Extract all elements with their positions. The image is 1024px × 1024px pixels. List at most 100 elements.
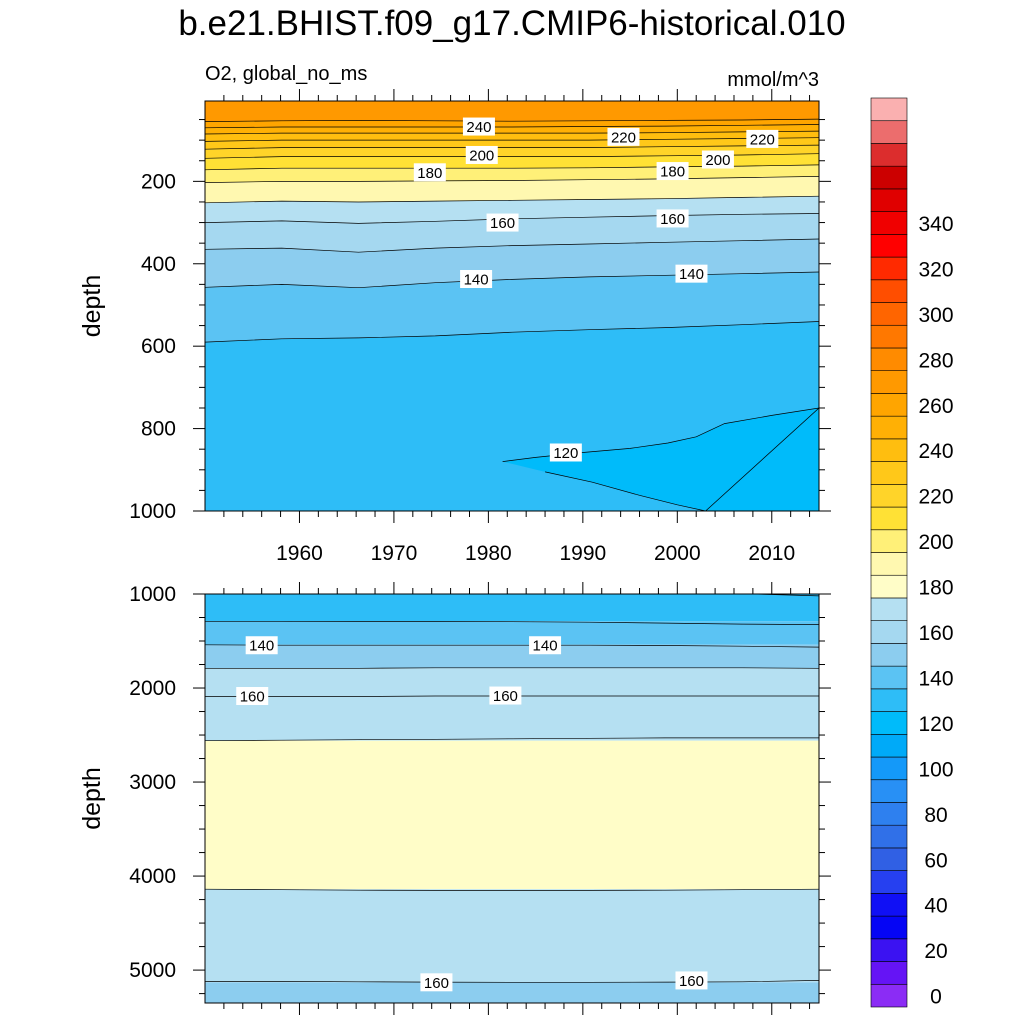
- fill-band: [205, 131, 819, 142]
- contour-label-text: 160: [679, 973, 704, 990]
- plot-area: 140 140 160 160 160 160: [205, 594, 819, 1003]
- contour-line: [205, 321, 819, 343]
- fill-band: [205, 124, 819, 134]
- y-axis-label: depth: [78, 275, 106, 338]
- chart-panel-upper: 240 220 220 200 200 180 180 160 160 140 140 120 1960…: [78, 63, 831, 565]
- contour-label: 140: [529, 636, 562, 655]
- colorbar-box: [870, 574, 908, 599]
- fill-band: [205, 176, 819, 203]
- page-title: b.e21.BHIST.f09_g17.CMIP6-historical.010: [178, 4, 846, 43]
- contour-label: 140: [245, 636, 278, 655]
- colorbar-label: 280: [918, 349, 953, 372]
- colorbar-label: 300: [918, 304, 953, 327]
- fill-band-120: [502, 408, 819, 511]
- x-tick-label: 2000: [654, 542, 701, 565]
- colorbar-box: [870, 165, 908, 190]
- colorbar-label: 20: [924, 940, 947, 963]
- colorbar-label: 320: [918, 258, 953, 281]
- colorbar-box: [870, 529, 908, 553]
- colorbar-box: [870, 484, 908, 508]
- contour-label-text: 220: [750, 131, 775, 148]
- colorbar-box: [870, 324, 908, 349]
- y-tick-label: 600: [141, 335, 176, 358]
- colorbar-box: [870, 756, 908, 781]
- contour-line: [205, 667, 819, 669]
- x-tick-label: 1970: [371, 542, 418, 565]
- colorbar-box: [870, 779, 908, 803]
- x-tick-label: 2010: [748, 542, 795, 565]
- colorbar-box: [870, 847, 908, 871]
- contour-label-text: 200: [469, 147, 494, 164]
- contour-label: 200: [701, 150, 734, 169]
- fill-band: [205, 145, 819, 159]
- y-tick-label: 5000: [129, 959, 176, 982]
- contour-label: 160: [420, 973, 453, 992]
- colorbar-label: 240: [918, 440, 953, 463]
- contour-label-text: 140: [249, 638, 274, 655]
- contour-line: [205, 888, 819, 891]
- contour-label: 160: [486, 213, 519, 232]
- contour-label: 160: [656, 209, 689, 228]
- fill-band: [205, 137, 819, 150]
- contour-line: [205, 144, 819, 150]
- contour-label-text: 160: [493, 688, 518, 705]
- colorbar: 0 20 40 60 80 100 120 140 160 180 200 220 240 260 280 3…: [870, 97, 954, 1009]
- contour-line: [205, 271, 819, 289]
- colorbar-box: [870, 733, 908, 758]
- colorbar-box: [870, 938, 908, 962]
- contour-label: 160: [236, 687, 269, 706]
- colorbar-box: [870, 438, 908, 462]
- chart-panel-lower: 140 140 160 160 160 160 1000 2000 3000 4000 5000 de…: [78, 582, 831, 1015]
- colorbar-box: [870, 552, 908, 576]
- colorbar-box: [870, 461, 908, 485]
- contour-label: 160: [489, 686, 522, 705]
- plot-area: 240 220 220 200 200 180 180 160 160 140 140 120: [205, 101, 819, 511]
- y-axis-label: depth: [78, 767, 106, 830]
- contour-label-text: 140: [533, 638, 558, 655]
- colorbar-label: 0: [930, 986, 942, 1009]
- contour-label: 220: [607, 127, 640, 146]
- contour-label: 140: [460, 270, 493, 289]
- y-tick-label: 3000: [129, 771, 176, 794]
- contour-label-text: 180: [417, 165, 442, 182]
- fill-band: [205, 644, 819, 669]
- colorbar-box: [870, 120, 908, 144]
- contour-label-text: 120: [553, 445, 578, 462]
- contour-line: [205, 137, 819, 142]
- contour-label-text: 160: [240, 689, 265, 706]
- fill-band: [205, 594, 819, 622]
- colorbar-box: [870, 279, 908, 303]
- colorbar-box: [870, 415, 908, 440]
- y-tick-label: 2000: [129, 677, 176, 700]
- colorbar-box: [870, 370, 908, 394]
- contour-line: [205, 737, 819, 742]
- contour-label-text: 160: [490, 215, 515, 232]
- contour-label-text: 160: [424, 975, 449, 992]
- colorbar-box: [870, 824, 908, 849]
- contour-label: 180: [413, 163, 446, 182]
- variable-label: O2, global_no_ms: [205, 63, 367, 85]
- colorbar-box: [870, 983, 908, 1008]
- contour-line: [205, 130, 819, 135]
- colorbar-label: 100: [918, 758, 953, 781]
- colorbar-label: 60: [924, 849, 947, 872]
- contour-label-text: 140: [679, 266, 704, 283]
- colorbar-box: [870, 961, 908, 985]
- colorbar-label: 260: [918, 395, 953, 418]
- fill-band: [205, 982, 819, 1003]
- fill-band: [205, 239, 819, 288]
- contour-label: 180: [656, 162, 689, 181]
- colorbar-label: 340: [918, 213, 953, 236]
- colorbar-label: 160: [918, 622, 953, 645]
- contour-line: [205, 980, 819, 983]
- colorbar-box: [870, 711, 908, 735]
- contour-line: [205, 644, 819, 648]
- colorbar-box: [870, 802, 908, 826]
- units-label: mmol/m^3: [727, 69, 819, 91]
- colorbar-box: [870, 393, 908, 417]
- contour-line: [205, 238, 819, 253]
- y-tick-label: 1000: [129, 583, 176, 606]
- contour-line: [205, 195, 819, 204]
- y-tick-label: 4000: [129, 865, 176, 888]
